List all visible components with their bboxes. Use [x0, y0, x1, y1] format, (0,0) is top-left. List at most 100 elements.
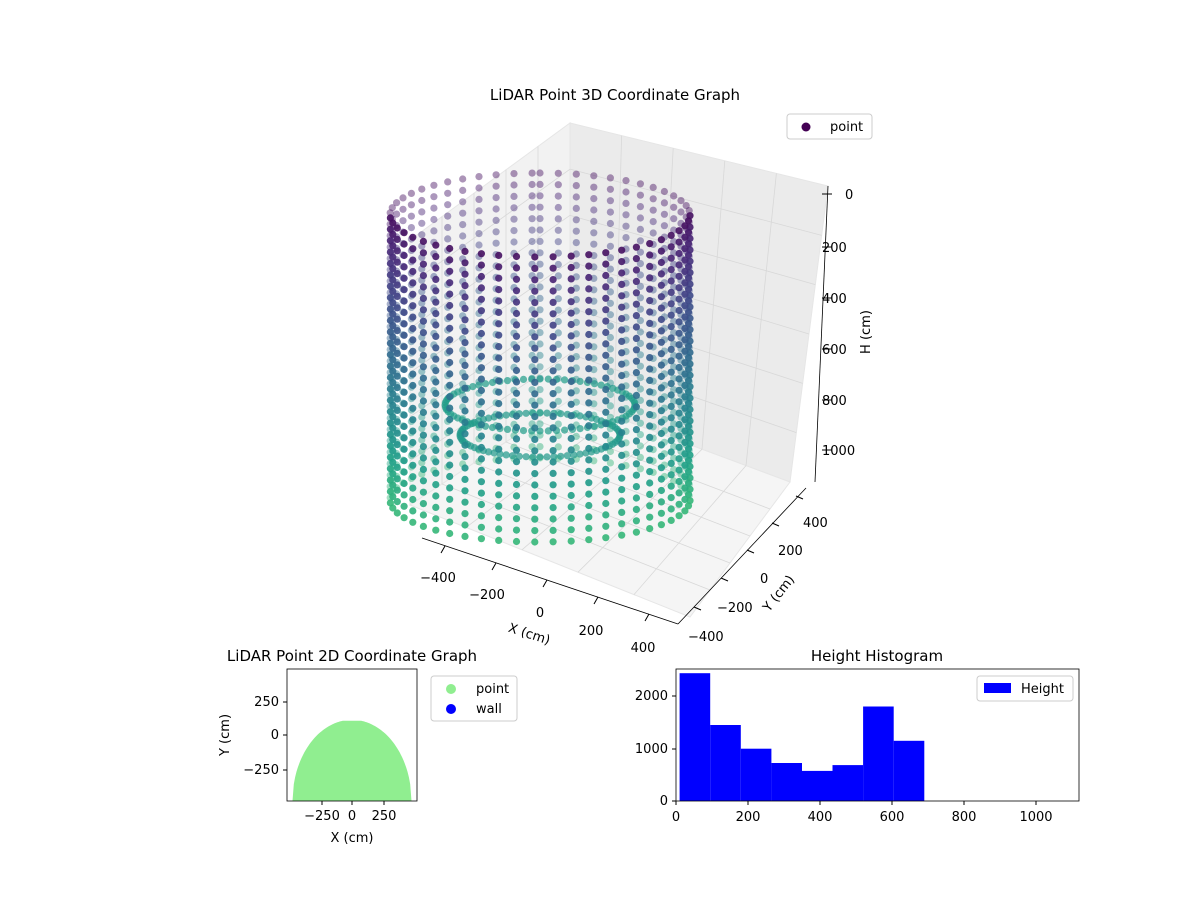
grid-line	[537, 420, 771, 510]
point-3d	[446, 267, 454, 275]
point-3d	[632, 391, 641, 399]
point-3d	[618, 531, 626, 539]
x-tick-200	[593, 596, 599, 605]
point-3d	[646, 445, 654, 453]
z-tick-label: 400	[822, 292, 847, 307]
point-3d	[461, 396, 469, 404]
point-3d	[602, 534, 610, 542]
point-3d	[684, 490, 693, 498]
point-3d	[618, 508, 626, 516]
point-3d	[528, 192, 536, 200]
y-tick-400	[795, 495, 804, 500]
point-3d	[618, 474, 626, 482]
point-3d	[585, 524, 593, 532]
point-3d	[512, 537, 521, 546]
point-3d	[636, 396, 645, 404]
point-3d	[419, 477, 427, 485]
point-3d	[432, 264, 440, 272]
point-3d	[488, 378, 497, 387]
point-3d	[543, 453, 551, 461]
chart-3d-title: LiDAR Point 3D Coordinate Graph	[490, 86, 740, 104]
point-3d	[512, 480, 521, 489]
point-3d	[461, 418, 469, 426]
point-3d	[495, 525, 503, 533]
point-3d	[567, 298, 575, 306]
point-3d	[432, 424, 440, 432]
point-3d	[389, 424, 397, 432]
point-3d	[477, 307, 485, 315]
point-3d	[667, 459, 675, 467]
point-3d	[567, 457, 575, 465]
point-3d	[646, 297, 654, 305]
point-3d	[609, 418, 617, 426]
point-3d	[646, 502, 654, 510]
point-3d	[567, 366, 575, 374]
point-3d	[477, 500, 485, 509]
point-3d	[602, 340, 610, 348]
point-3d	[536, 317, 544, 325]
point-3d	[399, 205, 407, 213]
point-3d	[550, 453, 558, 461]
point-3d	[606, 345, 615, 353]
point-3d	[531, 515, 539, 523]
point-3d	[632, 300, 641, 308]
point-3d	[444, 201, 452, 209]
point-3d	[554, 363, 562, 371]
point-3d	[606, 197, 615, 205]
point-3d	[522, 453, 530, 461]
point-3d	[409, 233, 417, 241]
point-3d	[646, 285, 654, 293]
point-3d	[585, 376, 593, 384]
point-3d	[446, 404, 454, 412]
point-3d	[419, 249, 427, 257]
point-3d	[675, 443, 683, 451]
point-3d	[554, 272, 562, 280]
point-3d	[667, 231, 675, 239]
point-3d	[554, 181, 562, 189]
point-3d	[657, 441, 666, 449]
point-3d	[636, 260, 645, 268]
point-3d	[602, 431, 610, 439]
point-3d	[492, 228, 500, 236]
point-3d	[446, 301, 454, 310]
point-3d	[418, 208, 426, 216]
point-3d	[400, 274, 408, 282]
point-3d	[512, 298, 521, 306]
point-3d	[606, 219, 615, 228]
point-3d	[393, 463, 401, 471]
point-3d	[400, 343, 408, 351]
point-3d	[389, 390, 397, 398]
point-3d	[636, 465, 645, 473]
point-3d	[536, 374, 544, 382]
point-3d	[459, 209, 467, 217]
point-3d	[549, 390, 557, 398]
point-3d	[536, 272, 544, 280]
point-3d	[657, 464, 666, 472]
point-3d	[618, 486, 626, 494]
point-3d	[618, 406, 626, 414]
point-3d	[657, 247, 666, 255]
point-3d	[636, 237, 645, 245]
chart-3d: LiDAR Point 3D Coordinate Graph 0 200 40…	[386, 86, 874, 656]
point-3d	[432, 481, 440, 489]
point-3d	[549, 469, 557, 477]
point-3d	[495, 491, 503, 499]
point-3d	[536, 215, 544, 223]
point-3d	[549, 321, 557, 329]
point-3d	[646, 240, 654, 248]
histogram-bars	[679, 673, 925, 801]
legend-box	[976, 675, 1074, 702]
point-3d	[400, 388, 408, 396]
point-3d	[681, 427, 689, 435]
point-3d	[389, 493, 397, 501]
point-3d	[475, 173, 483, 181]
point-3d	[684, 468, 693, 476]
point-3d	[675, 489, 683, 497]
point-3d	[554, 203, 562, 212]
point-3d	[409, 290, 417, 298]
point-3d	[389, 436, 397, 444]
point-3d	[554, 386, 562, 394]
hist-x-tick-label: 600	[880, 810, 905, 825]
point-3d	[409, 518, 417, 526]
point-3d	[495, 445, 503, 453]
